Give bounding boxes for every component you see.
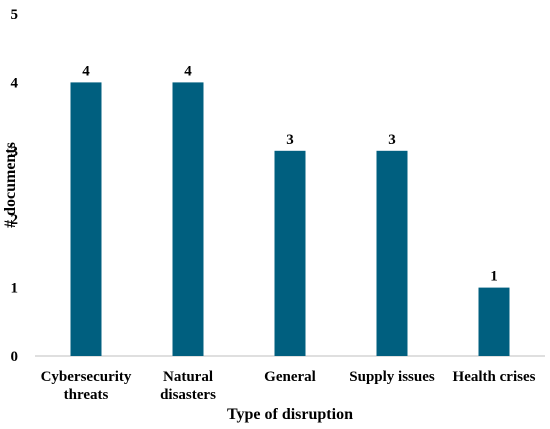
bar [376, 150, 408, 356]
bar [70, 82, 102, 357]
y-tick-label: 3 [11, 144, 19, 160]
y-tick-label: 1 [11, 281, 19, 297]
x-axis-title: Type of disruption [227, 406, 353, 423]
x-axis-categories: Cybersecurity threats Natural disasters Gene… [41, 369, 536, 403]
data-label: 1 [490, 269, 498, 285]
y-axis-title: # documents [2, 142, 19, 228]
y-axis-ticks: 0 1 2 3 4 5 [11, 7, 19, 365]
y-tick-label: 2 [11, 212, 19, 228]
y-tick-label: 0 [11, 349, 19, 365]
y-tick-label: 5 [11, 7, 19, 23]
x-tick-label: disasters [160, 387, 216, 403]
bar [172, 82, 204, 357]
data-label: 4 [184, 63, 192, 79]
x-tick-label: Natural [163, 369, 213, 385]
data-labels: 4 4 3 3 1 [82, 63, 498, 284]
bar [274, 150, 306, 356]
bars [70, 82, 510, 357]
data-label: 4 [82, 63, 90, 79]
data-label: 3 [388, 132, 396, 148]
data-label: 3 [286, 132, 294, 148]
y-tick-label: 4 [11, 75, 19, 91]
x-tick-label: General [264, 369, 316, 385]
x-tick-label: threats [64, 387, 109, 403]
x-tick-label: Cybersecurity [41, 369, 132, 385]
bar [478, 287, 510, 356]
x-tick-label: Health crises [453, 369, 536, 385]
x-tick-label: Supply issues [349, 369, 435, 385]
